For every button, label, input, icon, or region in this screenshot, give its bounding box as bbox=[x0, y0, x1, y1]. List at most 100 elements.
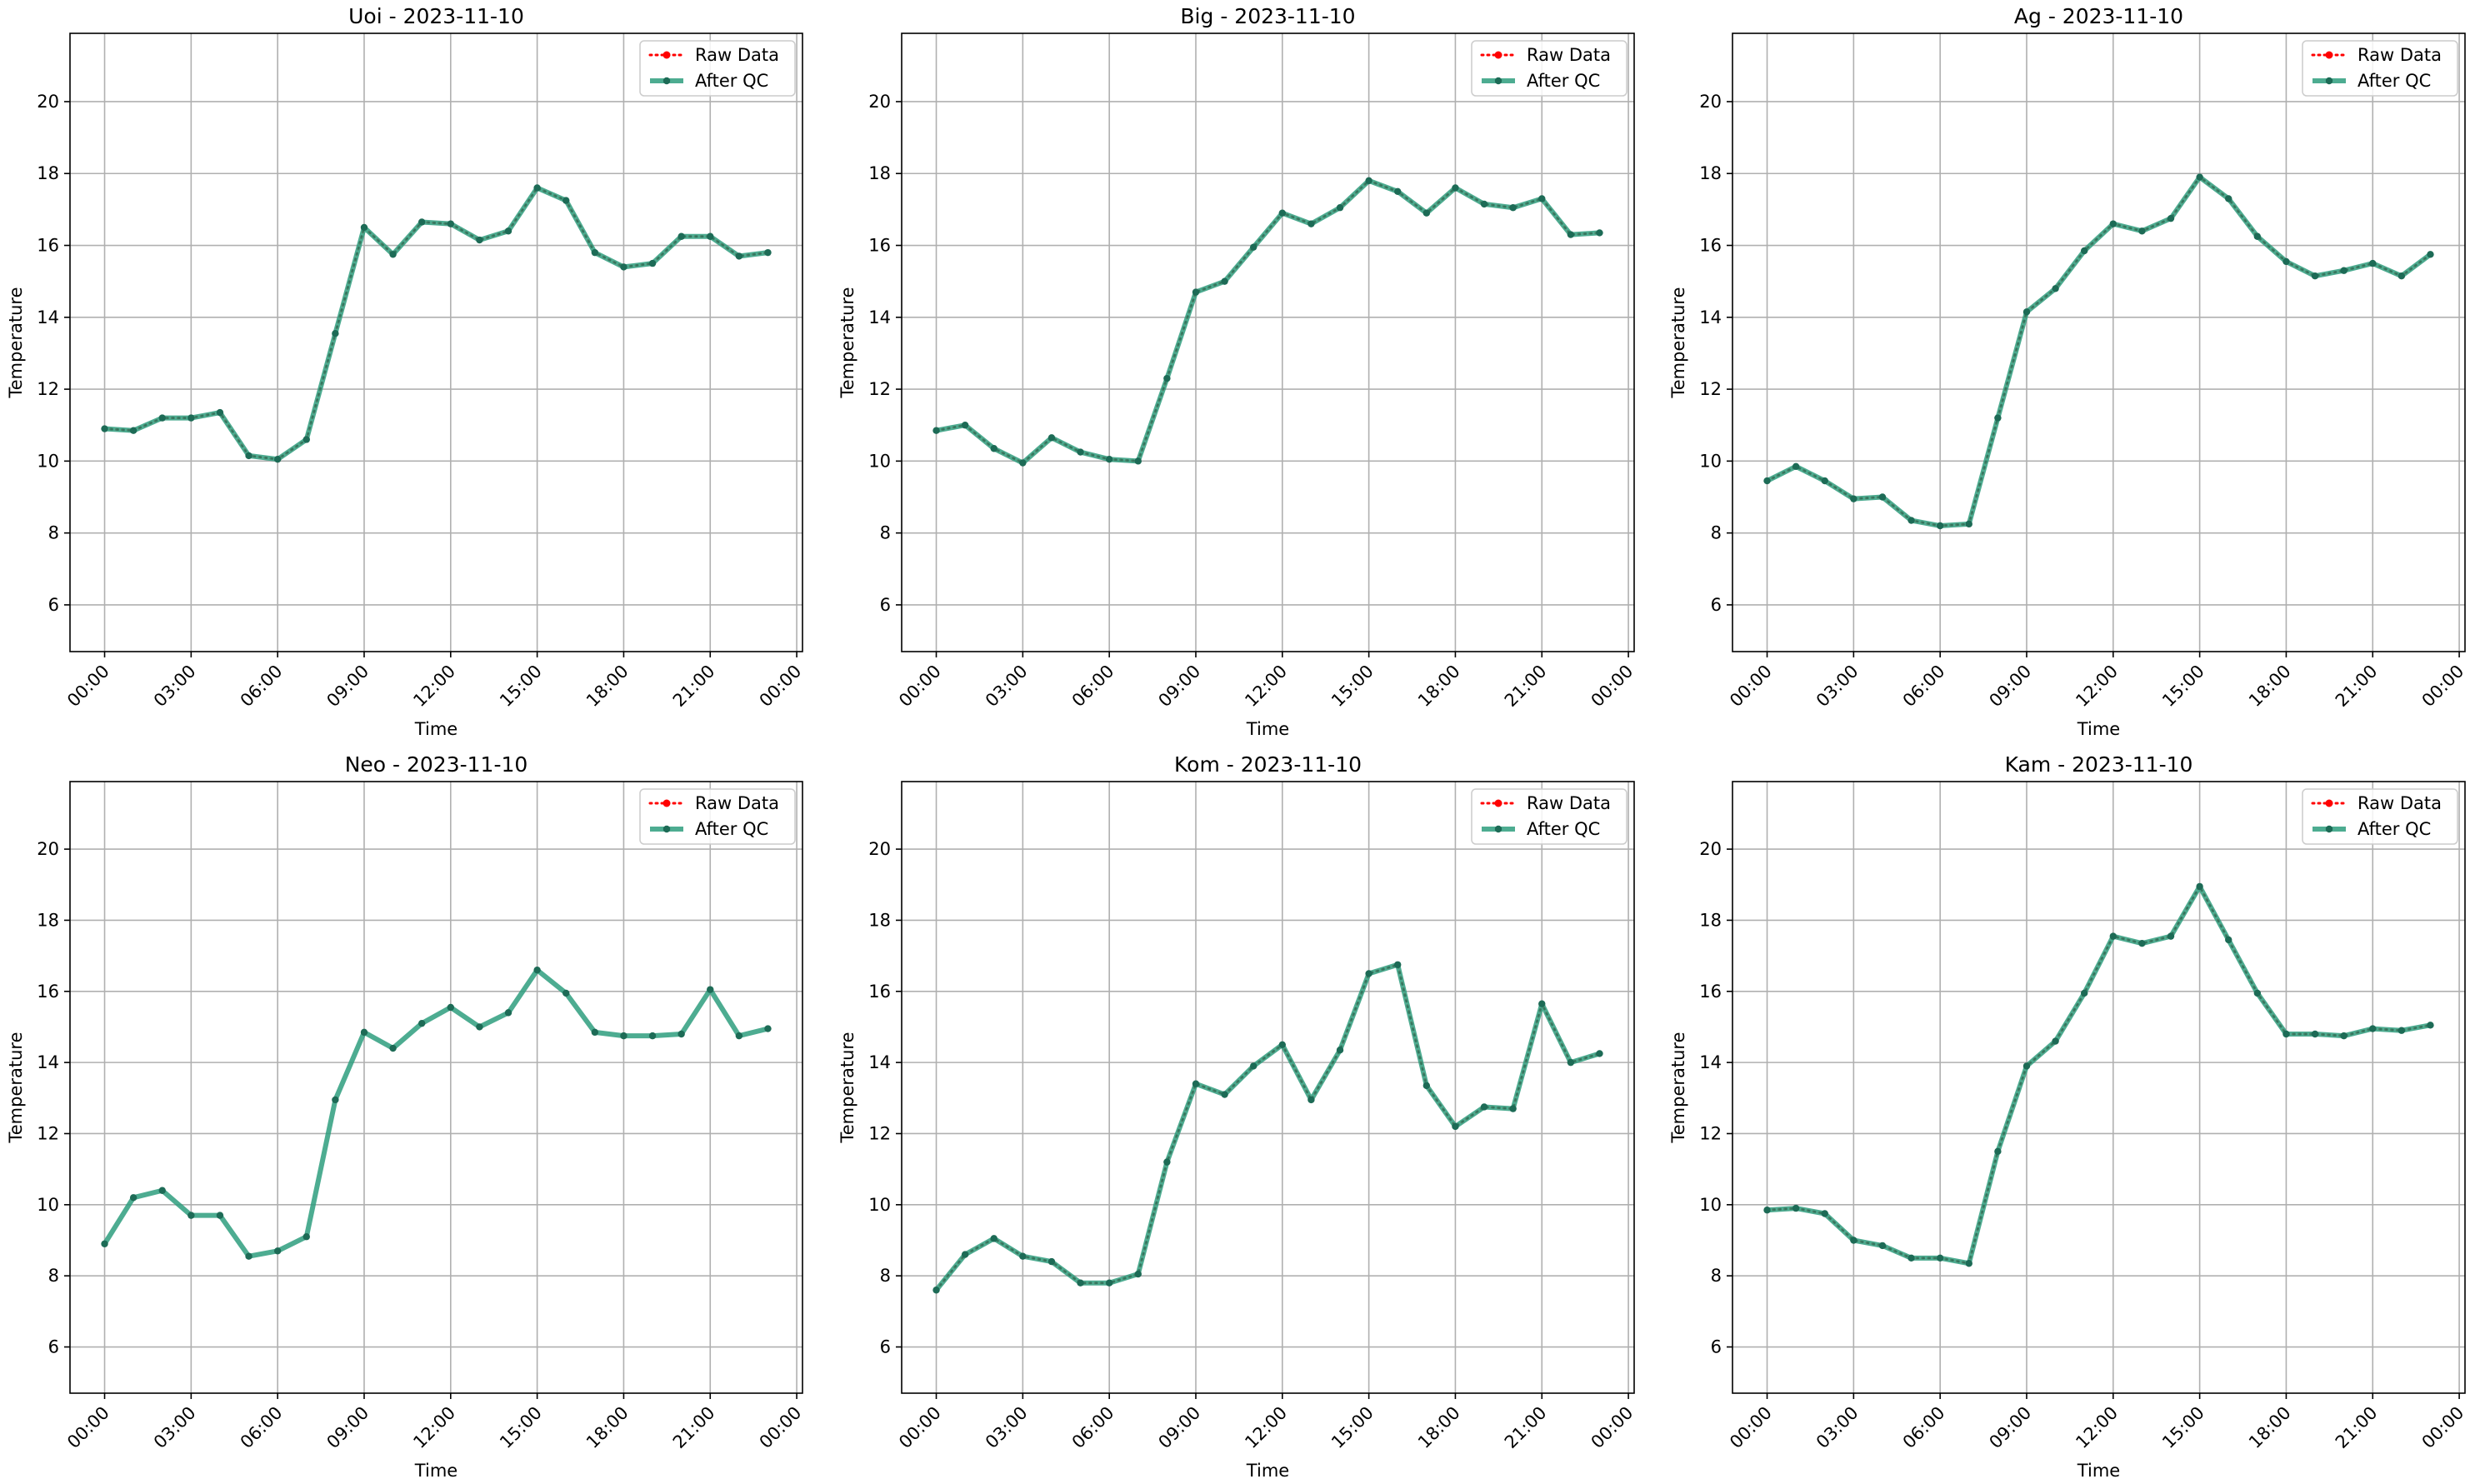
y-tick-label: 20 bbox=[868, 92, 891, 112]
data-point-after-qc bbox=[707, 986, 714, 993]
x-tick-label: 15:00 bbox=[2158, 1402, 2208, 1452]
y-tick-label: 6 bbox=[1711, 1337, 1722, 1357]
data-point-after-qc bbox=[1019, 459, 1027, 467]
y-tick-label: 16 bbox=[37, 236, 59, 256]
data-point-after-qc bbox=[678, 1030, 685, 1038]
x-tick-label: 00:00 bbox=[2418, 661, 2468, 711]
series-line-raw bbox=[935, 962, 1601, 1292]
subplot-5: 00:00 03:00 06:00 09:00 12:00 15:00 18:00 21:00… bbox=[838, 752, 1637, 1481]
data-point-after-qc bbox=[2109, 932, 2118, 940]
x-tick-label: 21:00 bbox=[669, 1402, 719, 1452]
y-tick-label: 10 bbox=[37, 451, 59, 471]
x-tick-label: 06:00 bbox=[1068, 661, 1118, 711]
axes-frame bbox=[69, 32, 803, 652]
legend-label: Raw Data bbox=[695, 45, 779, 65]
x-tick-label: 12:00 bbox=[409, 1402, 459, 1452]
data-point-after-qc bbox=[1192, 1080, 1200, 1087]
y-tick-label: 14 bbox=[37, 1052, 59, 1072]
data-point-after-qc bbox=[2282, 1030, 2290, 1038]
data-point-after-qc bbox=[620, 263, 628, 271]
y-tick-label: 20 bbox=[37, 839, 59, 859]
x-tick-label: 06:00 bbox=[1899, 1402, 1949, 1452]
data-point-after-qc bbox=[1792, 1204, 1800, 1212]
data-point-after-qc bbox=[591, 1028, 599, 1037]
data-point-after-qc bbox=[1509, 1105, 1517, 1112]
data-point-after-qc bbox=[1994, 1147, 2002, 1156]
data-point-after-qc bbox=[188, 1212, 195, 1219]
data-point-after-qc bbox=[735, 1032, 743, 1040]
y-tick-label: 8 bbox=[880, 523, 891, 543]
data-point-after-qc bbox=[1509, 204, 1517, 212]
data-point-after-qc bbox=[2427, 1022, 2434, 1029]
x-axis-label: Time bbox=[1246, 1461, 1289, 1481]
x-tick-label: 06:00 bbox=[1899, 661, 1949, 711]
data-point-after-qc bbox=[273, 1247, 282, 1255]
data-point-after-qc bbox=[620, 1032, 628, 1040]
data-point-after-qc bbox=[1365, 970, 1372, 977]
x-tick-label: 03:00 bbox=[150, 661, 200, 711]
subplot-2: 00:00 03:00 06:00 09:00 12:00 15:00 18:00 21:00… bbox=[838, 4, 1637, 739]
x-tick-label: 00:00 bbox=[756, 661, 806, 711]
y-tick-label: 20 bbox=[868, 839, 891, 859]
legend-label: After QC bbox=[1527, 819, 1600, 839]
series-line-after-qc bbox=[102, 185, 771, 462]
y-tick-label: 18 bbox=[1699, 910, 1722, 930]
y-tick-label: 6 bbox=[48, 595, 59, 615]
y-tick-label: 16 bbox=[1699, 236, 1722, 256]
x-tick-label: 21:00 bbox=[669, 661, 719, 711]
x-tick-label: 12:00 bbox=[1241, 1402, 1291, 1452]
y-tick-label: 6 bbox=[880, 595, 891, 615]
x-tick-label: 09:00 bbox=[1985, 1402, 2035, 1452]
data-point-after-qc bbox=[216, 1212, 224, 1219]
data-point-after-qc bbox=[2022, 308, 2031, 316]
x-tick-label: 06:00 bbox=[237, 1402, 287, 1452]
x-tick-label: 12:00 bbox=[2072, 1402, 2122, 1452]
y-tick-label: 6 bbox=[880, 1337, 891, 1357]
series-line-raw bbox=[935, 179, 1601, 465]
data-point-after-qc bbox=[1105, 1279, 1113, 1287]
x-tick-label: 15:00 bbox=[496, 661, 546, 711]
y-tick-label: 20 bbox=[1699, 92, 1722, 112]
y-tick-label: 16 bbox=[868, 982, 891, 1002]
legend-marker-after-qc bbox=[662, 825, 671, 833]
y-tick-label: 10 bbox=[37, 1195, 59, 1215]
legend-marker-after-qc bbox=[1494, 77, 1502, 85]
series-line-raw-overlay bbox=[1767, 884, 2431, 1265]
x-tick-label: 18:00 bbox=[1414, 661, 1464, 711]
legend-marker-raw bbox=[2325, 51, 2333, 59]
data-point-after-qc bbox=[1850, 495, 1858, 502]
data-point-after-qc bbox=[2311, 1030, 2319, 1038]
data-point-after-qc bbox=[2398, 1027, 2406, 1034]
axes-frame bbox=[901, 32, 1635, 652]
y-tick-label: 14 bbox=[868, 307, 891, 327]
chart-title: Big - 2023-11-10 bbox=[1180, 4, 1355, 28]
legend-label: Raw Data bbox=[2358, 45, 2442, 65]
axes-frame bbox=[1732, 32, 2466, 652]
legend-marker-raw bbox=[662, 799, 671, 807]
chart-title: Kam - 2023-11-10 bbox=[2005, 752, 2193, 777]
y-tick-label: 8 bbox=[880, 1266, 891, 1286]
data-point-after-qc bbox=[764, 1025, 772, 1032]
y-tick-label: 8 bbox=[1711, 523, 1722, 543]
data-point-after-qc bbox=[648, 1032, 657, 1040]
legend-marker-raw bbox=[662, 51, 671, 59]
legend: Raw Data After QC bbox=[1471, 788, 1628, 845]
x-tick-label: 00:00 bbox=[1726, 661, 1776, 711]
y-tick-label: 10 bbox=[868, 451, 891, 471]
x-tick-label: 09:00 bbox=[322, 1402, 372, 1452]
y-axis-label: Temperature bbox=[1668, 1032, 1688, 1143]
subplot-1: 00:00 03:00 06:00 09:00 12:00 15:00 18:00 21:00… bbox=[6, 4, 805, 739]
x-tick-label: 00:00 bbox=[63, 1402, 113, 1452]
data-point-after-qc bbox=[1596, 229, 1603, 237]
x-tick-label: 18:00 bbox=[582, 661, 632, 711]
series-line-raw-overlay bbox=[104, 186, 768, 461]
legend-label: Raw Data bbox=[2358, 793, 2442, 813]
chart-title: Kom - 2023-11-10 bbox=[1174, 752, 1362, 777]
x-tick-label: 15:00 bbox=[496, 1402, 546, 1452]
legend-label: Raw Data bbox=[1527, 45, 1611, 65]
data-point-after-qc bbox=[418, 1019, 426, 1027]
data-point-after-qc bbox=[360, 1028, 368, 1037]
series-line-after-qc bbox=[102, 967, 771, 1259]
data-point-after-qc bbox=[2080, 989, 2088, 997]
data-point-after-qc bbox=[476, 1023, 483, 1031]
